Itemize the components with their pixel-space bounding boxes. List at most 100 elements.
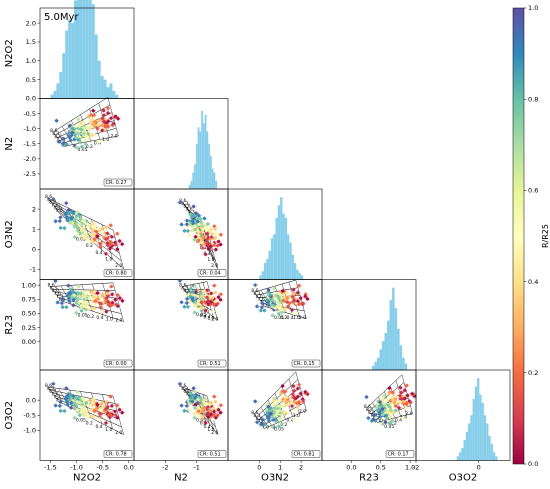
data-point: [72, 293, 76, 297]
hist-bar: [259, 275, 262, 280]
data-point: [101, 292, 105, 296]
y-tick-label: 1.5: [26, 38, 36, 46]
hist-bar: [192, 172, 195, 189]
data-point: [284, 395, 288, 399]
panel-R23-vs-O3N2: 8.68.38.07.67.37.00.050.20.41.02.0CR: 0.…: [227, 279, 323, 371]
data-point: [98, 412, 102, 416]
hist-bar: [470, 415, 473, 461]
data-point: [290, 400, 294, 405]
data-point: [66, 284, 71, 288]
data-point: [291, 295, 295, 299]
data-point: [120, 299, 125, 303]
data-point: [56, 300, 60, 305]
data-point: [93, 299, 97, 303]
x-axis-label: N2O2: [73, 473, 101, 484]
data-point: [193, 406, 197, 410]
y-axis-label: N2O2: [4, 39, 15, 67]
y-axis-label: R23: [4, 315, 15, 335]
hist-bar: [209, 156, 212, 189]
data-point: [79, 121, 83, 125]
data-point: [205, 407, 209, 411]
hist-bar: [65, 30, 69, 99]
data-point: [68, 124, 72, 128]
data-point: [185, 297, 189, 301]
data-point: [89, 121, 94, 125]
grid-label: 0.05: [76, 236, 86, 242]
data-point: [378, 400, 382, 404]
hist-bar: [194, 164, 196, 189]
data-point: [86, 403, 90, 407]
data-point: [216, 243, 220, 248]
data-point: [67, 208, 71, 212]
grid-label: 7.0: [262, 302, 269, 308]
data-point: [193, 412, 197, 416]
colorbar-gradient: [512, 7, 525, 465]
data-point: [299, 296, 303, 300]
data-point: [73, 225, 77, 229]
grid-label: 7.6: [258, 297, 265, 303]
grid-label: 7.0: [56, 208, 63, 214]
grid-label: 0.2: [200, 421, 207, 427]
grid-label: 0.2: [280, 315, 287, 321]
data-point: [85, 302, 89, 306]
y-tick-label: -0.5: [23, 411, 36, 419]
data-point: [277, 312, 281, 316]
data-point: [268, 406, 272, 411]
data-point: [84, 291, 88, 295]
x-tick-label: 0.0: [346, 464, 356, 472]
data-point: [260, 301, 264, 305]
x-tick-label: -1.0: [70, 464, 83, 472]
data-point: [219, 233, 223, 237]
grid-label: 0.2: [86, 421, 93, 427]
grid-label: 8.0: [368, 410, 375, 416]
data-point: [212, 413, 216, 418]
panel-O3N2-vs-N2O2: 8.68.38.07.67.37.0 0.050.20.41.02.0 CR: 0.…: [4, 188, 135, 280]
data-point: [381, 412, 385, 416]
data-point: [198, 396, 203, 400]
data-point: [218, 298, 223, 302]
grid-label: 0.4: [395, 417, 402, 423]
data-point: [100, 116, 105, 120]
data-point: [54, 403, 58, 408]
data-point: [197, 214, 201, 218]
y-tick-label: -0.5: [23, 110, 36, 118]
data-point: [292, 389, 296, 393]
y-tick-label: -1.0: [23, 125, 36, 133]
data-point: [77, 284, 81, 288]
data-point: [301, 399, 305, 403]
grid-label: 8.6: [251, 410, 258, 416]
grid-label: 0.4: [286, 418, 293, 424]
x-tick-label: 0: [477, 464, 481, 472]
data-point: [271, 418, 275, 422]
data-point: [120, 410, 124, 415]
y-axis-label: O3N2: [4, 220, 15, 248]
data-point: [104, 400, 109, 404]
data-point: [92, 113, 96, 117]
data-point: [86, 132, 91, 136]
data-point: [206, 411, 210, 415]
data-point: [80, 145, 84, 149]
grid-label: 2.0: [115, 430, 122, 436]
y-tick-label: 2.0: [26, 19, 36, 27]
hist-bar: [106, 87, 110, 99]
data-point: [260, 417, 264, 422]
hist-bar: [275, 217, 278, 280]
data-point: [99, 305, 103, 310]
data-point: [204, 421, 208, 425]
data-point: [213, 291, 217, 295]
x-tick-label: -0.5: [96, 464, 109, 472]
data-point: [190, 228, 194, 232]
data-point: [76, 291, 80, 295]
hist-bar: [82, 0, 86, 99]
data-point: [86, 135, 90, 140]
data-point: [297, 302, 301, 306]
data-point: [68, 135, 72, 140]
grid-label: 8.3: [181, 201, 188, 207]
grid-label: 0.05: [196, 312, 206, 318]
data-point: [87, 114, 91, 119]
data-point: [79, 304, 84, 308]
data-point: [218, 410, 223, 415]
data-point: [214, 416, 218, 420]
data-point: [276, 409, 281, 413]
data-point: [91, 109, 95, 113]
